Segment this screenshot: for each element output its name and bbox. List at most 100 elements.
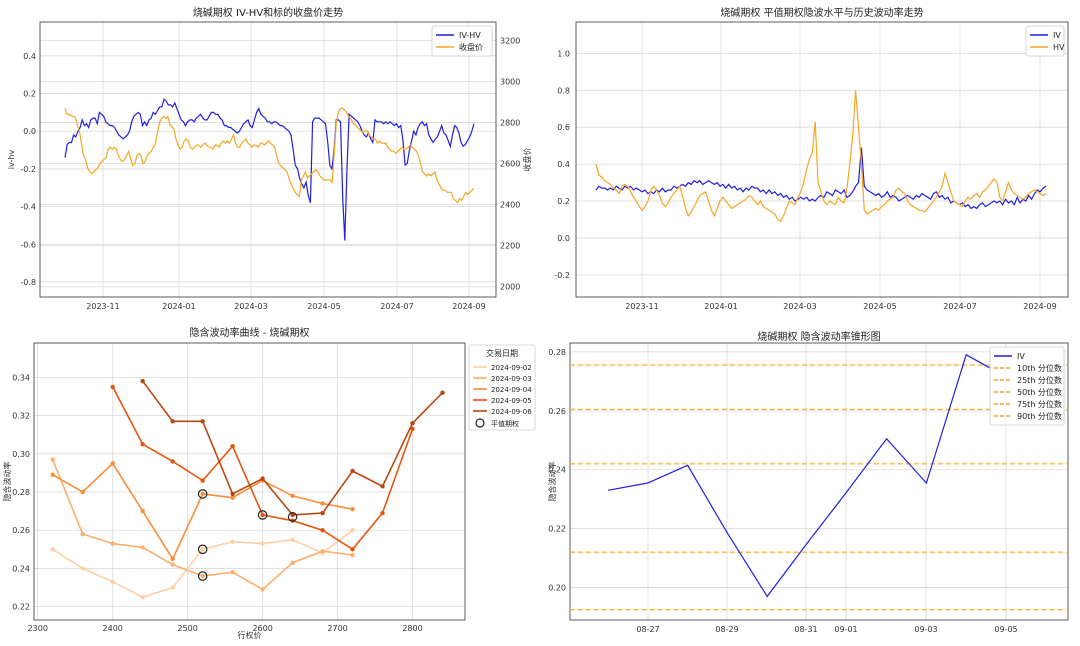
data-point bbox=[140, 379, 145, 384]
data-point bbox=[170, 419, 175, 424]
x-tick-label: 2024-01 bbox=[162, 302, 195, 311]
legend-atm-swatch bbox=[475, 418, 485, 428]
x-tick-label: 09-05 bbox=[994, 625, 1017, 634]
legend-label: 10th 分位数 bbox=[1017, 363, 1062, 373]
y-tick-label: 0.26 bbox=[548, 407, 566, 416]
y-tick-label: 0.6 bbox=[557, 123, 570, 132]
data-point bbox=[110, 541, 115, 546]
atm-marker bbox=[197, 544, 208, 555]
data-point bbox=[350, 507, 355, 512]
y-tick-label: 0.32 bbox=[12, 412, 30, 421]
chart-title: 隐含波动率曲线 - 烧碱期权 bbox=[190, 326, 310, 339]
plot-frame bbox=[575, 21, 1069, 298]
plot-frame bbox=[569, 342, 1069, 621]
data-point bbox=[80, 531, 85, 537]
data-point bbox=[230, 443, 235, 449]
y-tick-label: 0.2 bbox=[23, 90, 36, 99]
x-axis-label: 行权价 bbox=[238, 630, 262, 640]
y-tick-label: 0.0 bbox=[557, 234, 570, 243]
data-point bbox=[230, 495, 235, 500]
data-point bbox=[80, 489, 85, 495]
y-tick-label: -0.2 bbox=[20, 165, 36, 174]
data-point bbox=[50, 472, 55, 478]
atm-marker bbox=[287, 512, 298, 522]
y-tick-label: 0.24 bbox=[12, 564, 30, 573]
y2-axis-label: 收盘价 bbox=[522, 148, 532, 172]
y-tick-label: 0.26 bbox=[12, 526, 30, 535]
legend-title: 交易日期 bbox=[486, 348, 518, 358]
y2-tick-label: 3000 bbox=[500, 78, 520, 87]
x-tick-label: 2024-03 bbox=[234, 302, 267, 311]
y-tick-label: 0.28 bbox=[12, 488, 30, 497]
plot-frame bbox=[39, 21, 497, 298]
data-point bbox=[260, 512, 265, 518]
data-point bbox=[350, 552, 355, 558]
y-tick-label: 0.4 bbox=[557, 160, 570, 169]
x-tick-label: 2024-07 bbox=[943, 302, 976, 311]
y-axis-label: iv-hv bbox=[7, 150, 16, 170]
x-tick-label: 2024-05 bbox=[307, 302, 340, 311]
panel-iv-level: 烧碱期权 平值期权隐波水平与历史波动率走势 2023-11 2024-01 2024-… bbox=[554, 6, 1069, 311]
data-point bbox=[230, 539, 235, 544]
x-tick-label: 2700 bbox=[327, 624, 347, 633]
data-point bbox=[200, 478, 205, 483]
x-tick-label: 2800 bbox=[402, 624, 422, 633]
legend-label: 2024-09-04 bbox=[491, 386, 532, 394]
y-tick-label: 0.8 bbox=[557, 86, 570, 95]
plot-frame bbox=[33, 342, 466, 621]
y-tick-label: 0.2 bbox=[557, 197, 570, 206]
atm-marker bbox=[197, 571, 208, 581]
legend-label: 75th 分位数 bbox=[1017, 399, 1062, 409]
legend-label: 2024-09-02 bbox=[491, 364, 532, 372]
data-point bbox=[380, 484, 385, 489]
legend-label: 2024-09-03 bbox=[491, 375, 532, 383]
data-point bbox=[230, 491, 235, 497]
data-point bbox=[290, 512, 295, 518]
y-tick-label: 0.30 bbox=[12, 450, 30, 459]
x-tick-label: 2024-07 bbox=[380, 302, 413, 311]
x-tick-label: 2024-09 bbox=[1023, 302, 1056, 311]
data-point bbox=[200, 491, 205, 497]
data-point bbox=[350, 528, 355, 533]
y2-tick-label: 2000 bbox=[500, 283, 520, 292]
x-tick-label: 2024-03 bbox=[783, 302, 816, 311]
chart-title: 烧碱期权 平值期权隐波水平与历史波动率走势 bbox=[720, 6, 923, 19]
y-tick-label: 0.0 bbox=[23, 127, 36, 136]
data-point bbox=[350, 468, 355, 474]
x-tick-label: 2500 bbox=[177, 624, 197, 633]
legend-label: 平值期权 bbox=[491, 419, 519, 428]
legend-label: 2024-09-06 bbox=[491, 408, 532, 416]
series-line bbox=[595, 147, 1047, 210]
data-point bbox=[110, 384, 115, 390]
data-point bbox=[260, 587, 265, 592]
series-line bbox=[64, 98, 475, 241]
x-tick-label: 2023-11 bbox=[625, 302, 658, 311]
y2-tick-label: 3200 bbox=[500, 36, 520, 45]
data-point bbox=[230, 570, 235, 575]
x-tick-label: 2600 bbox=[252, 624, 272, 633]
x-tick-label: 2400 bbox=[103, 624, 123, 633]
y-tick-label: 0.22 bbox=[12, 603, 30, 612]
data-point bbox=[170, 459, 175, 464]
data-point bbox=[290, 493, 295, 499]
data-point bbox=[410, 421, 415, 426]
legend-box bbox=[1025, 25, 1065, 57]
x-tick-label: 2023-11 bbox=[86, 302, 119, 311]
x-tick-label: 09-03 bbox=[914, 625, 937, 634]
legend-label: IV-HV bbox=[459, 31, 481, 40]
x-tick-label: 08-29 bbox=[715, 625, 738, 634]
series-line bbox=[607, 353, 1007, 598]
data-point bbox=[320, 528, 325, 533]
legend-label: IV bbox=[1017, 352, 1025, 361]
x-tick-label: 08-27 bbox=[636, 625, 659, 634]
data-point bbox=[170, 562, 175, 567]
legend-box bbox=[989, 346, 1065, 426]
data-point bbox=[380, 510, 385, 516]
series-line bbox=[52, 529, 354, 598]
legend-label: 收盘价 bbox=[459, 42, 483, 52]
chart-title: 烧碱期权 隐含波动率锥形图 bbox=[757, 330, 880, 343]
data-point bbox=[50, 547, 55, 552]
y2-tick-label: 2600 bbox=[500, 160, 520, 169]
atm-marker bbox=[257, 510, 268, 520]
